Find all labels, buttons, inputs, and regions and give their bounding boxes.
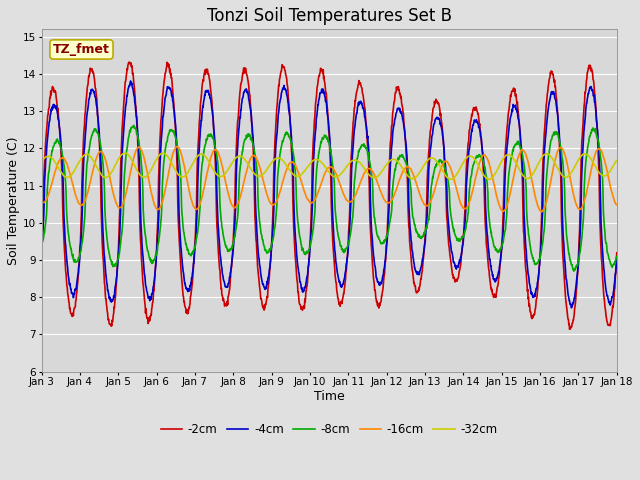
-4cm — [305, 264, 312, 269]
-8cm — [570, 268, 578, 274]
-16cm — [106, 173, 113, 179]
-16cm — [82, 195, 90, 201]
-32cm — [38, 158, 45, 164]
-16cm — [173, 144, 181, 149]
-16cm — [294, 168, 301, 174]
-2cm — [282, 72, 290, 78]
-32cm — [485, 177, 493, 182]
-8cm — [130, 122, 138, 128]
-8cm — [294, 220, 301, 226]
Line: -16cm: -16cm — [42, 146, 617, 212]
-2cm — [566, 326, 573, 332]
Line: -4cm: -4cm — [42, 81, 617, 308]
-4cm — [568, 305, 575, 311]
-2cm — [305, 265, 312, 271]
Line: -2cm: -2cm — [42, 62, 617, 329]
-32cm — [106, 172, 113, 178]
-32cm — [282, 162, 290, 168]
-8cm — [613, 253, 621, 259]
Text: TZ_fmet: TZ_fmet — [53, 43, 110, 56]
Line: -32cm: -32cm — [42, 153, 617, 180]
-16cm — [365, 166, 373, 171]
-4cm — [38, 245, 45, 251]
-4cm — [365, 160, 373, 166]
-16cm — [305, 197, 312, 203]
-8cm — [106, 251, 113, 257]
-32cm — [294, 173, 301, 179]
-32cm — [305, 163, 312, 169]
-8cm — [305, 249, 312, 255]
-2cm — [365, 183, 373, 189]
-2cm — [38, 238, 45, 243]
-32cm — [122, 150, 129, 156]
-4cm — [106, 296, 113, 301]
-16cm — [538, 209, 545, 215]
-32cm — [82, 152, 90, 157]
-16cm — [282, 168, 290, 174]
Legend: -2cm, -4cm, -8cm, -16cm, -32cm: -2cm, -4cm, -8cm, -16cm, -32cm — [156, 419, 502, 441]
-4cm — [82, 122, 90, 128]
-32cm — [613, 157, 621, 163]
Line: -8cm: -8cm — [42, 125, 617, 271]
-16cm — [38, 199, 45, 204]
-8cm — [82, 177, 90, 182]
-8cm — [365, 156, 373, 162]
Y-axis label: Soil Temperature (C): Soil Temperature (C) — [7, 136, 20, 264]
-2cm — [613, 250, 621, 256]
-2cm — [106, 321, 113, 327]
-4cm — [294, 264, 301, 270]
-16cm — [613, 202, 621, 208]
-4cm — [127, 78, 134, 84]
-2cm — [82, 98, 90, 104]
-2cm — [125, 59, 133, 65]
-8cm — [38, 241, 45, 247]
-4cm — [613, 255, 621, 261]
-32cm — [365, 172, 373, 178]
-4cm — [282, 87, 290, 93]
X-axis label: Time: Time — [314, 390, 344, 403]
-8cm — [282, 130, 290, 135]
Title: Tonzi Soil Temperatures Set B: Tonzi Soil Temperatures Set B — [207, 7, 452, 25]
-2cm — [294, 289, 301, 295]
